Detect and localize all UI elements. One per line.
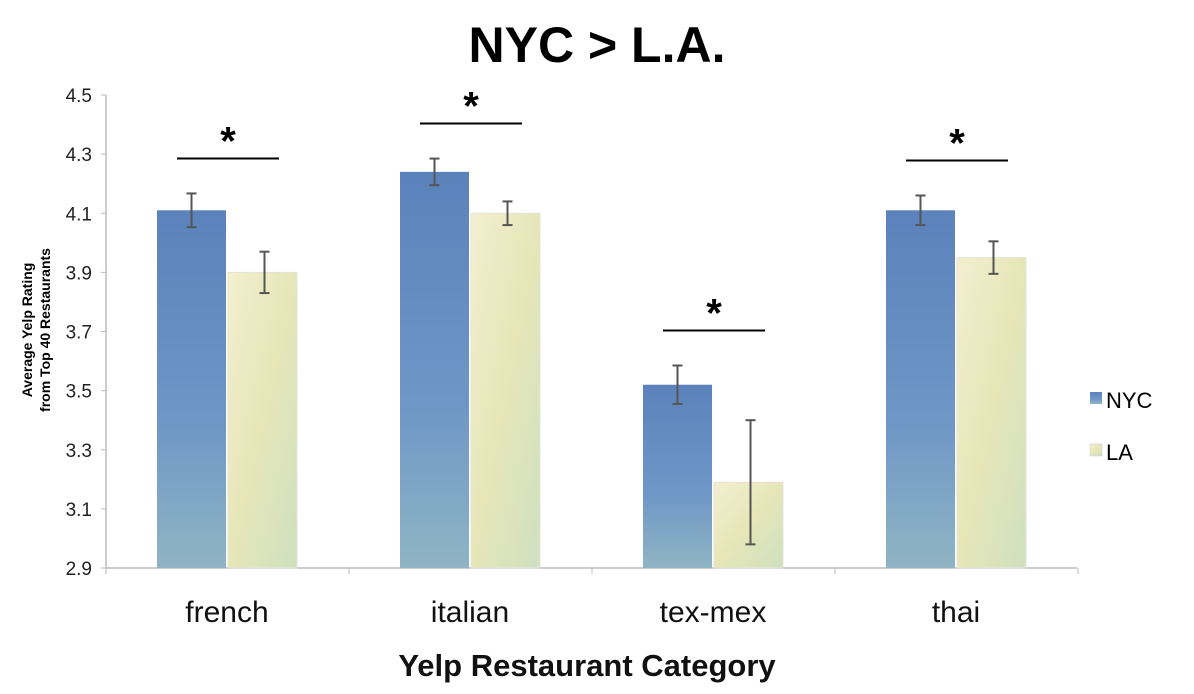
legend-swatch-nyc <box>1090 392 1102 404</box>
bar-nyc-tex-mex <box>643 384 712 568</box>
bar-nyc-french <box>157 210 226 568</box>
bar-nyc-italian <box>400 171 469 569</box>
significance-star: * <box>220 119 236 163</box>
chart-title: NYC > L.A. <box>469 17 726 73</box>
legend: NYC LA <box>1089 388 1153 465</box>
x-tick-label: thai <box>932 596 980 629</box>
y-tick-label: 4.1 <box>66 204 92 225</box>
bar-la-thai <box>956 257 1027 569</box>
y-tick-label: 4.3 <box>66 145 92 166</box>
y-axis-title: Average Yelp Rating from Top 40 Restaura… <box>19 248 53 412</box>
x-tick-label: italian <box>431 596 509 629</box>
significance-star: * <box>706 291 722 335</box>
legend-label-nyc: NYC <box>1106 388 1153 413</box>
y-tick-label: 3.1 <box>66 500 92 521</box>
y-axis-title-line2: from Top 40 Restaurants <box>37 248 53 412</box>
bar-la-italian <box>470 212 541 569</box>
y-tick-label: 3.9 <box>66 263 92 284</box>
bar-la-tex-mex <box>713 481 784 569</box>
significance-star: * <box>463 85 479 129</box>
bar-nyc-thai <box>886 210 955 568</box>
y-tick-label: 3.5 <box>66 382 92 403</box>
y-tick-label: 4.5 <box>66 86 92 107</box>
legend-swatch-la <box>1089 443 1103 457</box>
bar-la-french <box>227 271 298 569</box>
y-tick-label: 2.9 <box>66 559 92 580</box>
x-axis-title: Yelp Restaurant Category <box>398 648 776 683</box>
y-tick-label: 3.3 <box>66 441 92 462</box>
y-tick-label: 3.7 <box>66 323 92 344</box>
significance-star: * <box>949 122 965 166</box>
legend-label-la: LA <box>1106 440 1133 465</box>
x-tick-label: tex-mex <box>660 596 767 629</box>
y-axis-title-line1: Average Yelp Rating <box>19 263 35 398</box>
x-tick-label: french <box>185 596 268 629</box>
